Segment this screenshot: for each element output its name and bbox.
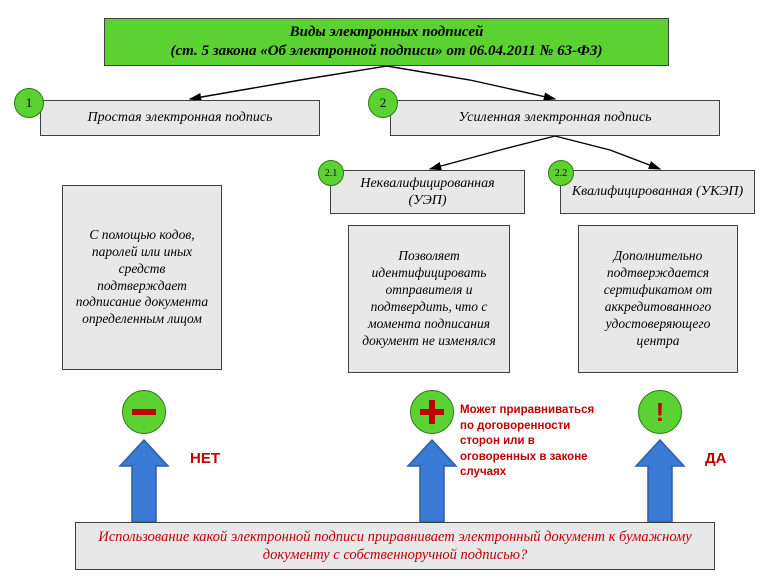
plus-icon: [420, 400, 444, 424]
minus-icon: [132, 409, 156, 415]
node-enhanced-signature: Усиленная электронная подпись: [390, 100, 720, 136]
question-box: Использование какой электронной подписи …: [75, 522, 715, 570]
badge-1: 1: [14, 88, 44, 118]
node-enhanced-label: Усиленная электронная подпись: [459, 109, 652, 127]
result-no-circle: [122, 390, 166, 434]
node-simple-signature: Простая электронная подпись: [40, 100, 320, 136]
desc-unqualified: Позволяет идентифицировать отправителя и…: [348, 225, 510, 373]
exclamation-icon: !: [656, 397, 665, 428]
node-unqualified: Неквалифицированная (УЭП): [330, 170, 525, 214]
node-simple-label: Простая электронная подпись: [88, 109, 273, 127]
badge-2-2: 2.2: [548, 160, 574, 186]
node-qualified: Квалифицированная (УКЭП): [560, 170, 755, 214]
title-line2: (ст. 5 закона «Об электронной подписи» о…: [170, 43, 602, 59]
badge-2-1: 2.1: [318, 160, 344, 186]
badge-2-2-text: 2.2: [555, 168, 568, 179]
badge-2-text: 2: [380, 95, 387, 111]
answer-note: Может приравниваться по договоренности с…: [460, 403, 610, 481]
desc-qualified-text: Дополнительно подтверждается сертификато…: [591, 248, 725, 349]
title-line1: Виды электронных подписей: [290, 24, 484, 40]
badge-2-1-text: 2.1: [325, 168, 338, 179]
badge-1-text: 1: [26, 95, 33, 111]
title-box: Виды электронных подписей (ст. 5 закона …: [104, 18, 669, 66]
answer-no-label: НЕТ: [190, 450, 220, 467]
result-conditional-circle: [410, 390, 454, 434]
question-text: Использование какой электронной подписи …: [86, 528, 704, 564]
result-yes-circle: !: [638, 390, 682, 434]
desc-qualified: Дополнительно подтверждается сертификато…: [578, 225, 738, 373]
node-unqualified-label: Неквалифицированная (УЭП): [341, 175, 514, 210]
desc-simple: С помощью кодов, паролей или иных средст…: [62, 185, 222, 370]
answer-yes-label: ДА: [705, 450, 727, 467]
desc-unqualified-text: Позволяет идентифицировать отправителя и…: [361, 248, 497, 349]
badge-2: 2: [368, 88, 398, 118]
node-qualified-label: Квалифицированная (УКЭП): [572, 183, 743, 201]
desc-simple-text: С помощью кодов, паролей или иных средст…: [75, 227, 209, 328]
